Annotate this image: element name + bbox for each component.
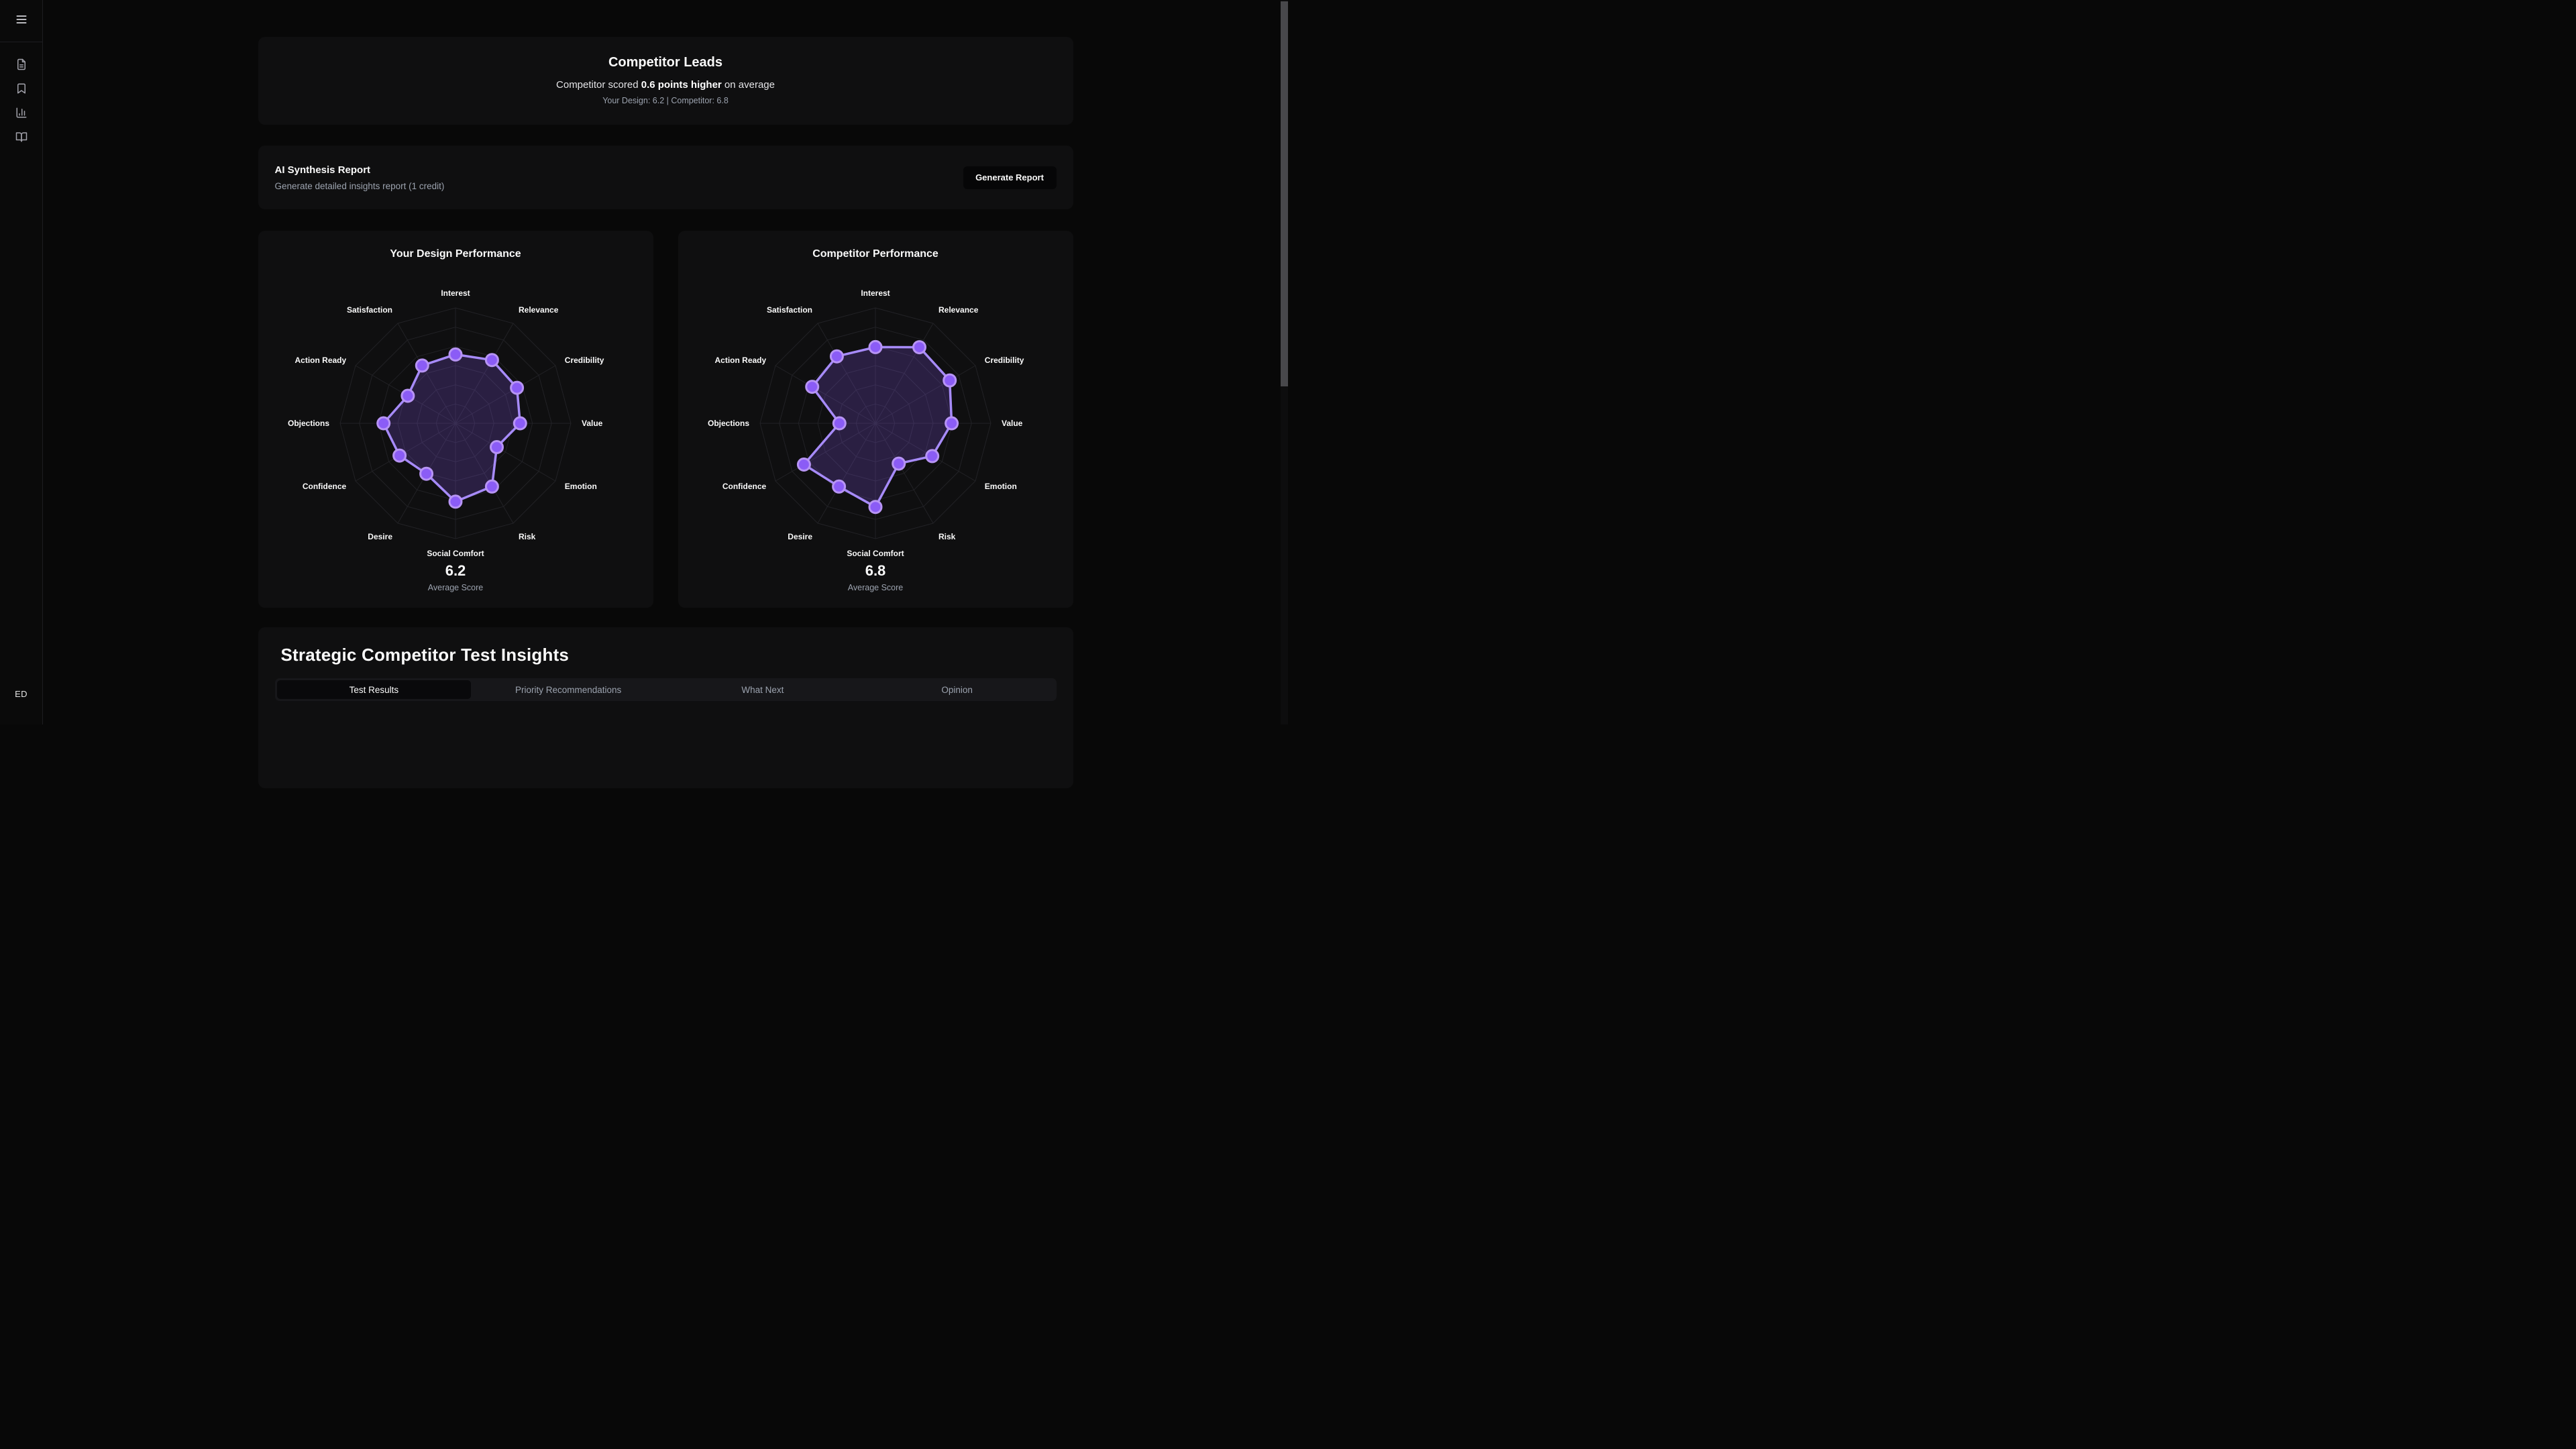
radar-axis-label: Objections (287, 419, 329, 428)
page-scrollbar-thumb[interactable] (1281, 1, 1288, 386)
tab-what-next[interactable]: What Next (741, 684, 784, 695)
subtitle-prefix: Competitor scored (556, 79, 641, 91)
radar-axis-label: Value (582, 419, 603, 428)
radar-axis-label: Relevance (938, 305, 979, 315)
subtitle-suffix: on average (721, 79, 775, 91)
insights-card: Strategic Competitor Test Insights Test … (258, 627, 1073, 788)
sidebar-item-book-open[interactable] (9, 131, 34, 146)
competitor-chart-card: Competitor Performance Interest Relevance… (678, 231, 1073, 608)
radar-axis-label: Action Ready (714, 356, 766, 365)
page-title: Competitor Leads (608, 55, 723, 70)
file-text-icon (15, 58, 28, 74)
radar-axis-label: Confidence (722, 482, 766, 491)
generate-report-button[interactable]: Generate Report (963, 166, 1057, 189)
your-design-radar-chart: Interest Relevance Credibility Value Emotion… (268, 278, 643, 566)
sidebar-nav (0, 42, 42, 144)
menu-button[interactable] (9, 9, 34, 33)
competitor-average-score: 6.8 (865, 562, 886, 579)
radar-axis-label: Interest (861, 288, 890, 298)
main-area: Competitor Leads Competitor scored 0.6 p… (43, 0, 1288, 788)
radar-axis-label: Credibility (564, 356, 604, 365)
insights-tabs: Test Results Priority Recommendations What… (274, 678, 1057, 701)
sidebar-header (0, 0, 42, 42)
radar-axis-label: Desire (368, 532, 392, 541)
competitor-average-label: Average Score (847, 583, 904, 592)
radar-axis-label: Objections (707, 419, 749, 428)
radar-axis-label: Value (1002, 419, 1023, 428)
bar-chart-icon (15, 107, 28, 122)
menu-icon (15, 13, 28, 30)
radar-axis-label: Confidence (302, 482, 346, 491)
radar-axis-label: Interest (441, 288, 470, 298)
comparison-subtitle: Competitor scored 0.6 points higher on a… (258, 79, 1073, 91)
sidebar-item-bookmark[interactable] (9, 83, 34, 98)
book-open-icon (15, 131, 28, 146)
ai-synthesis-title: AI Synthesis Report (274, 164, 371, 176)
radar-axis-label: Credibility (984, 356, 1024, 365)
user-initials-badge[interactable]: ED (15, 689, 28, 699)
ai-synthesis-text: AI Synthesis Report Generate detailed in… (275, 164, 445, 191)
insights-title: Strategic Competitor Test Insights (280, 645, 570, 665)
radar-axis-label: Satisfaction (766, 305, 812, 315)
subtitle-highlight: 0.6 points higher (641, 79, 722, 91)
radar-axis-label: Social Comfort (427, 549, 484, 558)
comparison-summary-card: Competitor Leads Competitor scored 0.6 p… (258, 37, 1073, 125)
your-design-chart-title: Your Design Performance (390, 248, 521, 260)
ai-synthesis-description: Generate detailed insights report (1 cre… (274, 180, 445, 191)
your-design-chart-card: Your Design Performance Interest Relevanc… (258, 231, 653, 608)
tab-priority-recommendations[interactable]: Priority Recommendations (515, 684, 622, 695)
sidebar: ED (0, 0, 43, 724)
your-design-average-score: 6.2 (445, 562, 466, 579)
sidebar-item-bar-chart[interactable] (9, 107, 34, 122)
competitor-radar-chart: Interest Relevance Credibility Value Emotion… (688, 278, 1063, 566)
radar-axis-label: Action Ready (294, 356, 346, 365)
radar-axis-label: Risk (519, 532, 536, 541)
radar-axis-label: Risk (938, 532, 956, 541)
radar-axis-label: Social Comfort (847, 549, 904, 558)
sidebar-item-file-text[interactable] (9, 58, 34, 74)
competitor-score-block: 6.8 Average Score (678, 562, 1073, 592)
radar-axis-label: Satisfaction (346, 305, 392, 315)
ai-synthesis-card: AI Synthesis Report Generate detailed in… (258, 146, 1073, 209)
tab-test-results[interactable]: Test Results (276, 680, 472, 699)
score-comparison-line: Your Design: 6.2 | Competitor: 6.8 (602, 96, 729, 105)
radar-axis-label: Emotion (564, 482, 596, 491)
radar-axis-label: Emotion (984, 482, 1016, 491)
charts-row: Your Design Performance Interest Relevanc… (258, 231, 1073, 608)
page-scrollbar-track (1281, 0, 1288, 724)
competitor-chart-title: Competitor Performance (812, 248, 938, 260)
radar-axis-label: Relevance (519, 305, 559, 315)
your-design-average-label: Average Score (427, 583, 484, 592)
radar-axis-label: Desire (788, 532, 812, 541)
your-design-score-block: 6.2 Average Score (258, 562, 653, 592)
tab-opinion[interactable]: Opinion (941, 684, 973, 695)
bookmark-icon (15, 83, 28, 98)
